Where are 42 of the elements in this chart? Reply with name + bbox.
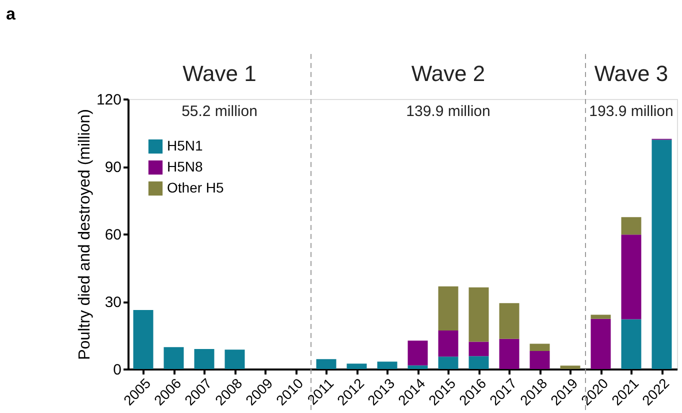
bar bbox=[468, 356, 489, 369]
bar bbox=[468, 287, 489, 342]
y-axis-title: Poultry died and destroyed (million) bbox=[76, 109, 94, 360]
y-tick-label: 30 bbox=[104, 294, 122, 311]
bar bbox=[621, 319, 642, 369]
bar bbox=[621, 217, 642, 235]
bar bbox=[164, 347, 184, 369]
text: Wave 1 bbox=[182, 61, 256, 86]
bar bbox=[408, 365, 428, 369]
y-tick-label: 120 bbox=[96, 92, 122, 108]
bar bbox=[224, 350, 245, 369]
bar bbox=[530, 344, 550, 351]
bar bbox=[133, 310, 154, 369]
bar bbox=[590, 314, 611, 319]
y-tick-label: 90 bbox=[104, 159, 122, 176]
text: Wave 2 bbox=[411, 61, 486, 86]
legend-label: H5N1 bbox=[167, 138, 204, 154]
bar bbox=[438, 330, 458, 357]
bar bbox=[438, 286, 458, 331]
bar bbox=[652, 140, 672, 369]
bar bbox=[194, 348, 214, 369]
annotation: 55.2 million bbox=[182, 103, 258, 120]
bar bbox=[499, 338, 520, 369]
bar bbox=[316, 359, 336, 369]
bar bbox=[346, 364, 367, 369]
bar bbox=[590, 318, 611, 369]
bar bbox=[530, 351, 550, 369]
bar bbox=[438, 356, 458, 369]
annotation: 139.9 million bbox=[406, 103, 490, 120]
y-tick-label: 0 bbox=[113, 362, 122, 378]
chart-title: a bbox=[6, 4, 16, 24]
bar bbox=[408, 340, 428, 366]
text: Wave 3 bbox=[594, 61, 668, 86]
bar bbox=[499, 303, 520, 339]
bar bbox=[377, 362, 398, 369]
y-tick-label: 60 bbox=[104, 226, 122, 244]
legend-label: H5N8 bbox=[167, 158, 204, 174]
bar bbox=[621, 234, 642, 320]
legend-label: Other H5 bbox=[167, 180, 224, 196]
bar bbox=[560, 366, 580, 369]
bar bbox=[468, 342, 489, 356]
annotation: 193.9 million bbox=[589, 103, 674, 120]
